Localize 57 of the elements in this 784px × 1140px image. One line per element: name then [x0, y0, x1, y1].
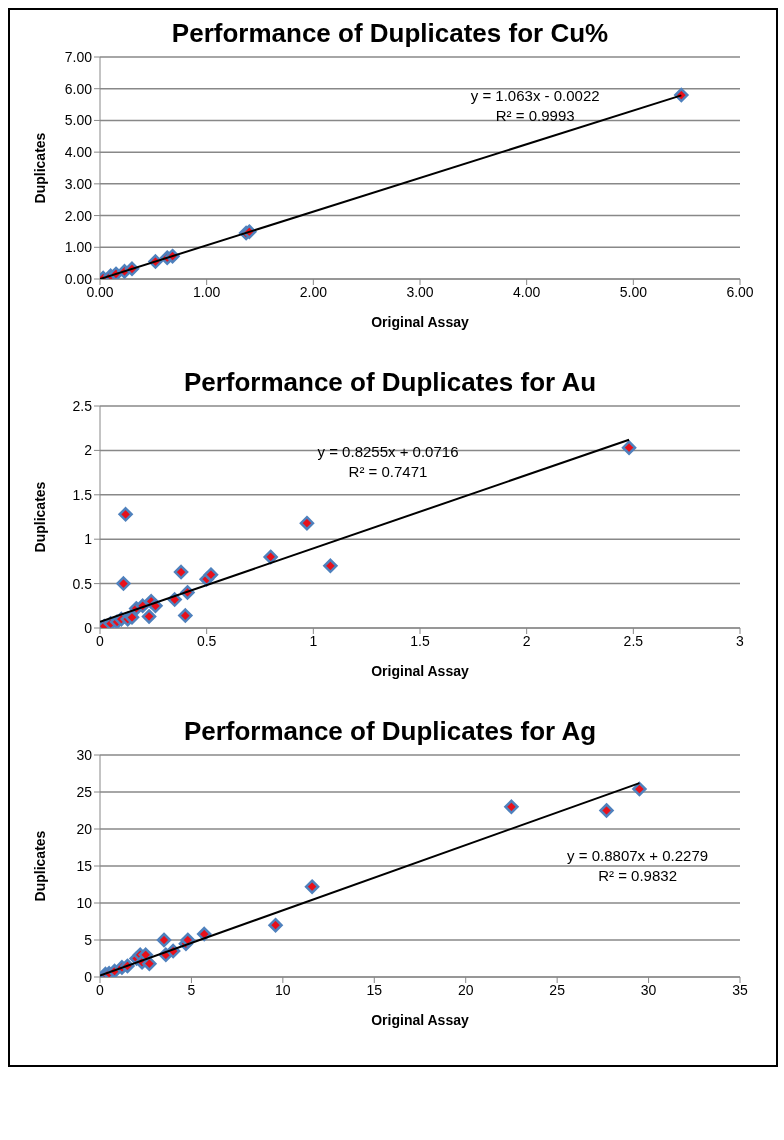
y-tick-label: 10 — [76, 894, 93, 911]
y-tick-label: 5 — [84, 931, 93, 948]
y-tick-label: 0.00 — [64, 270, 93, 287]
y-tick-label: 2.00 — [64, 207, 93, 224]
y-tick-label: 2.5 — [72, 397, 93, 414]
y-axis-title: Duplicates — [31, 481, 48, 553]
x-tick-label: 10 — [275, 981, 291, 998]
chart-title: Performance of Duplicates for Ag — [182, 716, 598, 747]
y-tick-label: 2 — [84, 442, 93, 459]
y-tick-label: 1.5 — [72, 486, 93, 503]
x-tick-label: 1.00 — [193, 283, 221, 300]
y-tick-label: 30 — [76, 746, 93, 763]
x-tick-label: 6.00 — [726, 283, 754, 300]
y-tick-label: 0 — [84, 619, 93, 636]
y-tick-label: 1 — [84, 531, 93, 548]
x-tick-label: 3 — [736, 632, 745, 649]
y-tick-label: 25 — [76, 783, 93, 800]
x-axis-title: Original Assay — [371, 663, 469, 679]
x-tick-label: 0 — [96, 981, 105, 998]
y-tick-label: 3.00 — [64, 175, 93, 192]
x-tick-label: 1 — [309, 632, 318, 649]
y-tick-label: 0.5 — [72, 575, 93, 592]
x-axis-title: Original Assay — [371, 314, 469, 330]
annotation: R² = 0.9993 — [495, 107, 575, 124]
x-tick-label: 0.5 — [196, 632, 217, 649]
annotation: R² = 0.7471 — [348, 462, 428, 480]
annotation: y = 1.063x - 0.0022 — [470, 87, 600, 104]
x-tick-label: 3.00 — [406, 283, 434, 300]
annotation: y = 0.8255x + 0.0716 — [317, 442, 459, 460]
x-tick-label: 2.5 — [623, 632, 644, 649]
x-tick-label: 5.00 — [619, 283, 648, 300]
x-tick-label: 0 — [96, 632, 105, 649]
x-tick-label: 2.00 — [299, 283, 328, 300]
x-tick-label: 20 — [457, 981, 474, 998]
y-tick-label: 5.00 — [64, 112, 93, 129]
chart-title: Performance of Duplicates for Au — [182, 367, 598, 398]
x-tick-label: 4.00 — [513, 283, 541, 300]
y-tick-label: 0 — [84, 968, 93, 985]
y-tick-label: 1.00 — [64, 239, 93, 256]
x-tick-label: 30 — [640, 981, 657, 998]
x-tick-label: 15 — [366, 981, 383, 998]
chart-title: Performance of Duplicates for Cu% — [170, 18, 610, 49]
y-tick-label: 7.00 — [64, 48, 93, 65]
y-axis-title: Duplicates — [31, 132, 48, 204]
y-tick-label: 20 — [76, 820, 93, 837]
x-axis-title: Original Assay — [371, 1012, 469, 1028]
annotation: y = 0.8807x + 0.2279 — [567, 847, 709, 865]
x-tick-label: 35 — [732, 981, 748, 998]
y-axis-title: Duplicates — [31, 830, 48, 902]
x-tick-label: 5 — [187, 981, 196, 998]
x-tick-label: 1.5 — [410, 632, 430, 649]
y-tick-label: 15 — [76, 857, 93, 874]
x-tick-label: 2 — [522, 632, 531, 649]
annotation: R² = 0.9832 — [598, 867, 677, 885]
x-tick-label: 25 — [549, 981, 566, 998]
y-tick-label: 6.00 — [64, 80, 93, 97]
y-tick-label: 4.00 — [64, 144, 93, 161]
